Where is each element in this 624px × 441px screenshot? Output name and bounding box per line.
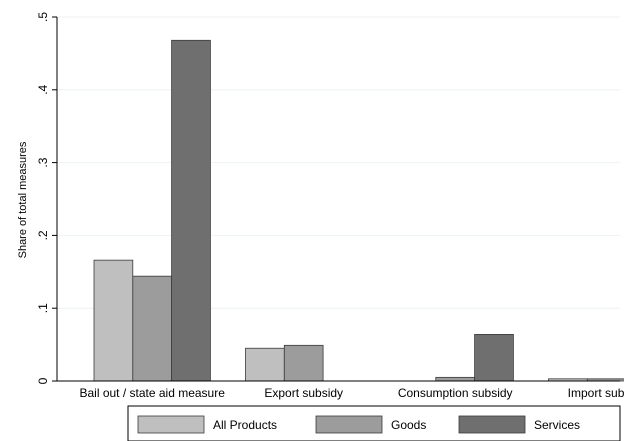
y-axis-title: Share of total measures [17, 141, 29, 258]
y-tick-label: 0 [36, 377, 50, 384]
y-axis: 0 .1 .2 .3 .4 .5 [36, 12, 58, 384]
x-tick-label: Export subsidy [264, 386, 343, 400]
legend-swatch [137, 415, 205, 434]
x-tick-label: Bail out / state aid measure [79, 386, 225, 400]
legend-label: Goods [391, 418, 426, 432]
y-tick-label: .5 [36, 12, 50, 22]
bar [435, 376, 475, 382]
y-tick-label: .1 [36, 303, 50, 313]
bar [245, 347, 285, 382]
x-tick-label: Import subsidy [568, 386, 624, 400]
x-axis: Bail out / state aid measure Export subsi… [57, 380, 624, 400]
bar [171, 39, 211, 382]
bars-group [93, 39, 624, 382]
bar [474, 334, 514, 382]
bar [93, 259, 134, 382]
y-tick-label: .4 [36, 84, 50, 94]
legend-label: Services [534, 418, 580, 432]
legend-label: All Products [213, 418, 277, 432]
bar [132, 275, 173, 382]
legend-swatch [315, 415, 383, 434]
y-tick-label: .3 [36, 157, 50, 167]
bar [283, 344, 324, 382]
x-tick-label: Consumption subsidy [398, 386, 513, 400]
y-tick-label: .2 [36, 230, 50, 240]
legend: All Products Goods Services [127, 405, 621, 441]
legend-swatch [458, 415, 526, 434]
